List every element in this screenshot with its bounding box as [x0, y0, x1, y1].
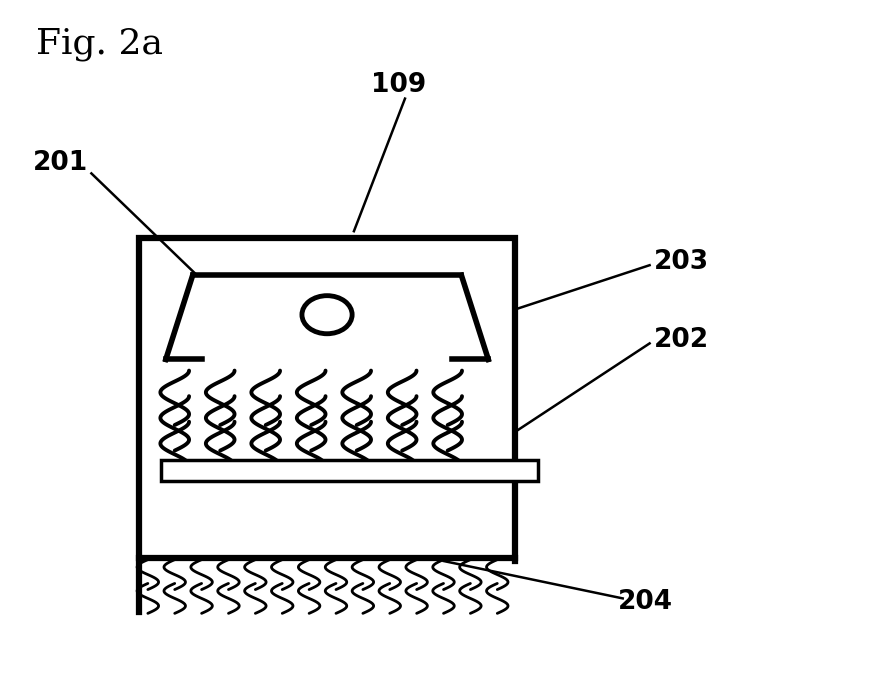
Bar [139, 238, 515, 558]
Bar [161, 460, 538, 481]
Text: 203: 203 [653, 249, 709, 275]
Text: 109: 109 [371, 72, 426, 98]
Text: 204: 204 [617, 589, 673, 615]
Text: Fig. 2a: Fig. 2a [36, 27, 163, 61]
Text: 201: 201 [33, 150, 89, 176]
Text: 202: 202 [653, 327, 709, 353]
